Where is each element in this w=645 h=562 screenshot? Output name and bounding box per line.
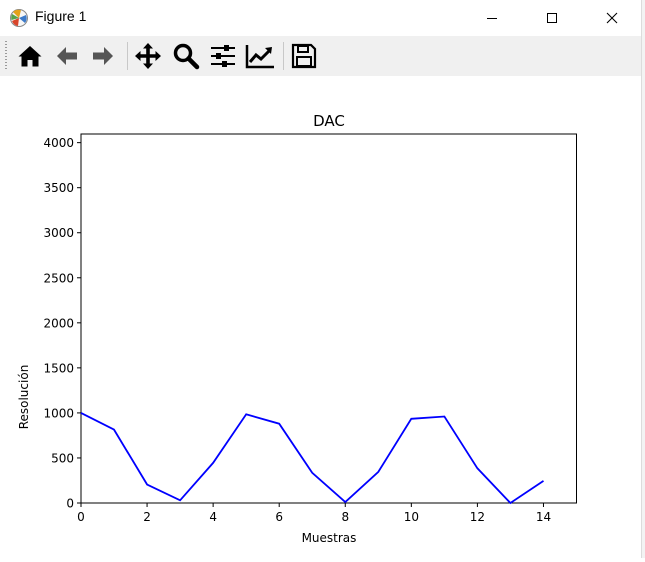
matplotlib-icon <box>10 9 28 27</box>
minimize-button[interactable] <box>469 0 515 36</box>
save-button[interactable] <box>289 41 319 71</box>
y-tick-label: 1500 <box>43 361 74 375</box>
x-tick-label: 6 <box>275 510 283 524</box>
magnifier-icon <box>173 43 200 70</box>
close-icon <box>606 12 618 24</box>
window-titlebar: Figure 1 <box>0 0 645 36</box>
navigation-toolbar <box>0 36 641 76</box>
y-axis-label: Resolución <box>17 365 31 430</box>
toolbar-grip[interactable] <box>5 41 7 71</box>
x-tick-label: 14 <box>536 510 551 524</box>
edit-axis-button[interactable] <box>245 41 275 71</box>
x-tick-label: 0 <box>77 510 85 524</box>
home-button[interactable] <box>15 41 45 71</box>
window-border <box>641 0 645 558</box>
y-tick-label: 2000 <box>43 316 74 330</box>
zoom-button[interactable] <box>171 41 201 71</box>
toolbar-separator <box>283 42 284 70</box>
window-title: Figure 1 <box>35 8 87 24</box>
arrow-right-icon <box>93 47 113 65</box>
y-tick-label: 4000 <box>43 136 74 150</box>
toolbar-separator <box>127 42 128 70</box>
chart-line-icon <box>245 45 274 69</box>
x-tick-label: 10 <box>404 510 419 524</box>
x-tick-label: 4 <box>209 510 217 524</box>
back-button[interactable] <box>52 41 82 71</box>
figure-canvas[interactable]: DAC Muestras Resolución 0 2 4 6 8 10 12 14 0 500 1… <box>0 76 641 558</box>
sliders-icon <box>211 45 235 67</box>
close-button[interactable] <box>589 0 635 36</box>
y-tick-label: 3500 <box>43 181 74 195</box>
y-tick-label: 0 <box>66 497 74 511</box>
forward-button[interactable] <box>88 41 118 71</box>
line-chart: DAC Muestras Resolución 0 2 4 6 8 10 12 14 0 500 1… <box>17 112 577 545</box>
x-tick-label: 8 <box>341 510 349 524</box>
arrow-left-icon <box>57 47 77 65</box>
series-line <box>80 412 544 505</box>
y-tick-label: 3000 <box>43 226 74 240</box>
x-axis-label: Muestras <box>302 531 357 545</box>
move-icon <box>135 43 161 69</box>
home-icon <box>18 46 42 67</box>
x-tick-label: 2 <box>143 510 151 524</box>
x-tick-label: 12 <box>470 510 485 524</box>
subplots-button[interactable] <box>208 41 238 71</box>
maximize-icon <box>547 13 557 23</box>
y-tick-label: 500 <box>51 451 74 465</box>
pan-button[interactable] <box>133 41 163 71</box>
minimize-icon <box>487 18 497 19</box>
plot-frame <box>80 133 577 504</box>
y-tick-label: 1000 <box>43 406 74 420</box>
floppy-disk-icon <box>291 43 317 69</box>
maximize-button[interactable] <box>529 0 575 36</box>
y-tick-label: 2500 <box>43 271 74 285</box>
chart-title: DAC <box>313 112 345 130</box>
